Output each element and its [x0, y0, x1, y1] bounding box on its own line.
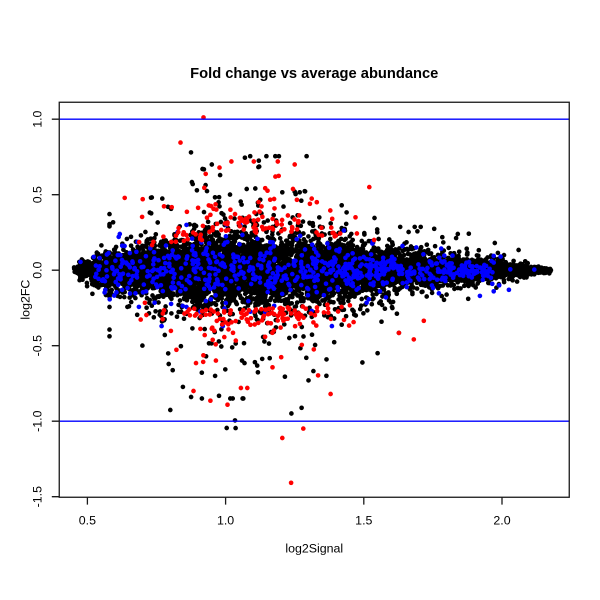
svg-text:-1.5: -1.5: [31, 486, 45, 507]
svg-text:0.0: 0.0: [31, 261, 45, 278]
svg-text:1.5: 1.5: [355, 513, 372, 527]
svg-text:Fold change vs average abundan: Fold change vs average abundance: [190, 66, 438, 82]
svg-text:1.0: 1.0: [31, 110, 45, 127]
svg-text:1.0: 1.0: [217, 513, 234, 527]
svg-text:0.5: 0.5: [79, 513, 96, 527]
svg-text:log2Signal: log2Signal: [285, 542, 343, 556]
svg-text:-1.0: -1.0: [31, 410, 45, 431]
svg-text:-0.5: -0.5: [31, 335, 45, 356]
svg-text:0.5: 0.5: [31, 186, 45, 203]
svg-text:log2FC: log2FC: [18, 280, 32, 320]
svg-text:2.0: 2.0: [493, 513, 510, 527]
